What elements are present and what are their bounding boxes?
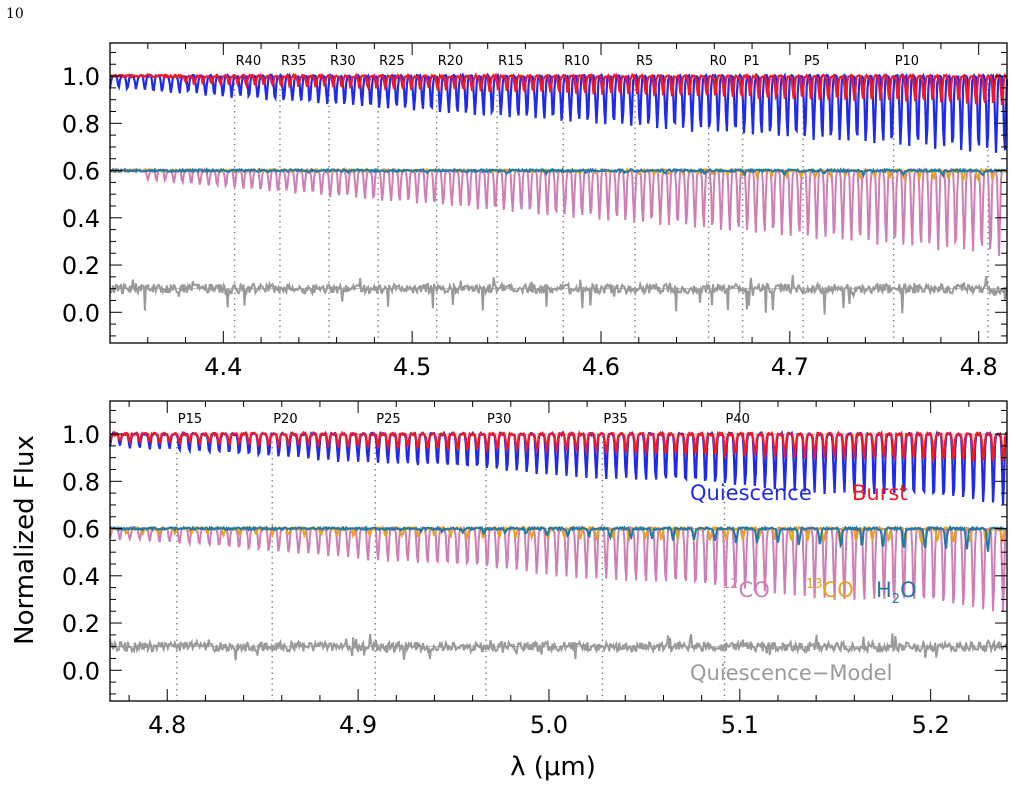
line-marker-label: R30 [330, 54, 356, 69]
y-tick-label: 0.0 [62, 299, 100, 327]
y-tick-label: 0.6 [62, 516, 100, 544]
y-tick-label: 0.6 [62, 158, 100, 186]
line-marker-label: P15 [178, 412, 202, 427]
x-tick-label: 5.1 [721, 711, 759, 739]
legend-residual: Quiescence−Model [690, 661, 892, 685]
page-number: 10 [6, 6, 24, 22]
x-tick-label: 5.2 [912, 711, 950, 739]
line-marker-label: R40 [236, 54, 262, 69]
series-h2o [109, 524, 1008, 552]
legend: Quiescence Burst 12CO 13CO H2O Quiescenc… [690, 481, 917, 685]
line-marker-label: R25 [379, 54, 405, 69]
panel-bottom: P15 P20 P25 P30 P35 P40 4.8 4.9 5.0 5.1 5.2 0.0 0.2 0… [62, 400, 1008, 739]
legend-h2o-main: H [876, 578, 892, 602]
y-tick-label: 0.0 [62, 657, 100, 685]
series-12co [109, 166, 1008, 256]
x-tick-label: 4.8 [960, 353, 998, 381]
x-axis-title: λ (μm) [510, 752, 596, 782]
y-tick-label: 0.2 [62, 610, 100, 638]
line-marker-label: P30 [487, 412, 511, 427]
x-tick-label: 4.9 [339, 711, 377, 739]
y-tick-label: 0.2 [62, 252, 100, 280]
line-marker-label: P35 [603, 412, 627, 427]
line-marker-label: P25 [376, 412, 400, 427]
legend-13co-sup: 13 [806, 577, 823, 592]
x-tick-label: 5.0 [530, 711, 568, 739]
line-marker-label: R0 [710, 54, 727, 69]
y-tick-label: 0.8 [62, 468, 100, 496]
x-tick-label: 4.6 [582, 353, 620, 381]
series-burst [108, 430, 1008, 463]
series-burst [109, 72, 1008, 106]
legend-13co: 13CO [806, 577, 854, 602]
legend-h2o-end: O [900, 578, 917, 602]
series-quiescence-model [109, 274, 1008, 315]
series-h2o [109, 167, 1008, 179]
y-tick-label: 0.4 [62, 205, 100, 233]
y-tick-label: 1.0 [62, 63, 100, 91]
panel-frame [109, 42, 1008, 344]
series-quiescence-model [109, 633, 1008, 661]
line-marker-label: R10 [564, 54, 590, 69]
series-quiescence [108, 72, 1009, 153]
y-tick-label: 1.0 [62, 421, 100, 449]
x-tick-label: 4.4 [204, 353, 242, 381]
line-marker-label: P40 [726, 412, 750, 427]
legend-12co-sup: 12 [722, 577, 739, 592]
legend-h2o: H2O [876, 578, 917, 607]
line-marker-label: P1 [744, 54, 760, 69]
line-marker-label: P10 [895, 54, 919, 69]
line-marker-label: P5 [804, 54, 820, 69]
legend-h2o-sub: 2 [892, 592, 900, 607]
line-marker-label: R5 [636, 54, 653, 69]
y-tick-label: 0.8 [62, 110, 100, 138]
line-marker-label: P20 [273, 412, 297, 427]
legend-12co: 12CO [722, 577, 770, 602]
legend-quiescence: Quiescence [690, 481, 812, 505]
panel-top: R40 R35 R30 R25 R20 R15 R10 R5 R0 P1 P5 P10 4.4 4.5 4.… [62, 42, 1009, 381]
x-tick-label: 4.5 [393, 353, 431, 381]
line-marker-label: R15 [498, 54, 524, 69]
legend-12co-main: CO [739, 578, 770, 602]
x-tick-label: 4.8 [148, 711, 186, 739]
x-tick-label: 4.7 [771, 353, 809, 381]
panel-frame [109, 400, 1008, 702]
line-marker-label: R20 [438, 54, 464, 69]
legend-13co-main: CO [823, 578, 854, 602]
y-axis-title: Normalized Flux [10, 435, 40, 645]
y-tick-label: 0.4 [62, 563, 100, 591]
line-marker-label: R35 [281, 54, 307, 69]
legend-burst: Burst [852, 481, 908, 505]
